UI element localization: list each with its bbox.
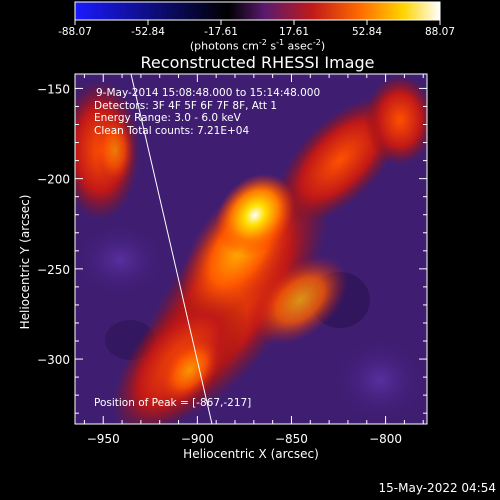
info-line-clean: Clean Total counts: 7.21E+04 xyxy=(94,124,250,137)
x-axis-label: Heliocentric X (arcsec) xyxy=(183,447,319,461)
colorbar: -88.07 -52.84 -17.61 17.61 52.84 88.07 xyxy=(58,1,455,38)
y-axis-label: Heliocentric Y (arcsec) xyxy=(18,194,32,330)
emission-map xyxy=(75,74,427,424)
peak-position-label: Position of Peak = [-867,-217] xyxy=(94,397,252,409)
colorbar-tick-label: -17.61 xyxy=(204,26,238,38)
colorbar-tick-label: 88.07 xyxy=(425,26,455,38)
x-tick-label: −950 xyxy=(87,432,120,446)
y-tick-label: −250 xyxy=(37,263,70,277)
axis-ticks: −950 −900 −850 −800 −150 −200 −250 −300 xyxy=(37,74,427,446)
colorbar-tick-label: 17.61 xyxy=(279,26,309,38)
y-tick-label: −300 xyxy=(37,353,70,367)
observation-info: 9-May-2014 15:08:48.000 to 15:14:48.000 … xyxy=(94,87,320,137)
x-tick-label: −800 xyxy=(369,432,402,446)
plot-title: Reconstructed RHESSI Image xyxy=(140,53,375,72)
info-line-energy: Energy Range: 3.0 - 6.0 keV xyxy=(94,112,241,124)
y-tick-label: −200 xyxy=(37,173,70,187)
colorbar-gradient xyxy=(74,1,441,21)
footer-date: 15-May-2022 04:54 xyxy=(378,481,496,495)
plot-frame xyxy=(74,73,428,425)
x-tick-label: −850 xyxy=(275,432,308,446)
info-line-time: 9-May-2014 15:08:48.000 to 15:14:48.000 xyxy=(96,87,321,99)
info-line-detectors: Detectors: 3F 4F 5F 6F 7F 8F, Att 1 xyxy=(94,99,278,112)
x-tick-label: −900 xyxy=(181,432,214,446)
colorbar-tick-label: -88.07 xyxy=(58,26,92,38)
colorbar-tick-label: 52.84 xyxy=(352,26,382,38)
colorbar-tick-label: -52.84 xyxy=(131,26,165,38)
y-tick-label: −150 xyxy=(37,82,70,96)
colorbar-unit-label: (photons cm-2 s-1 asec-2) xyxy=(189,38,326,53)
solar-limb-line xyxy=(130,73,213,425)
